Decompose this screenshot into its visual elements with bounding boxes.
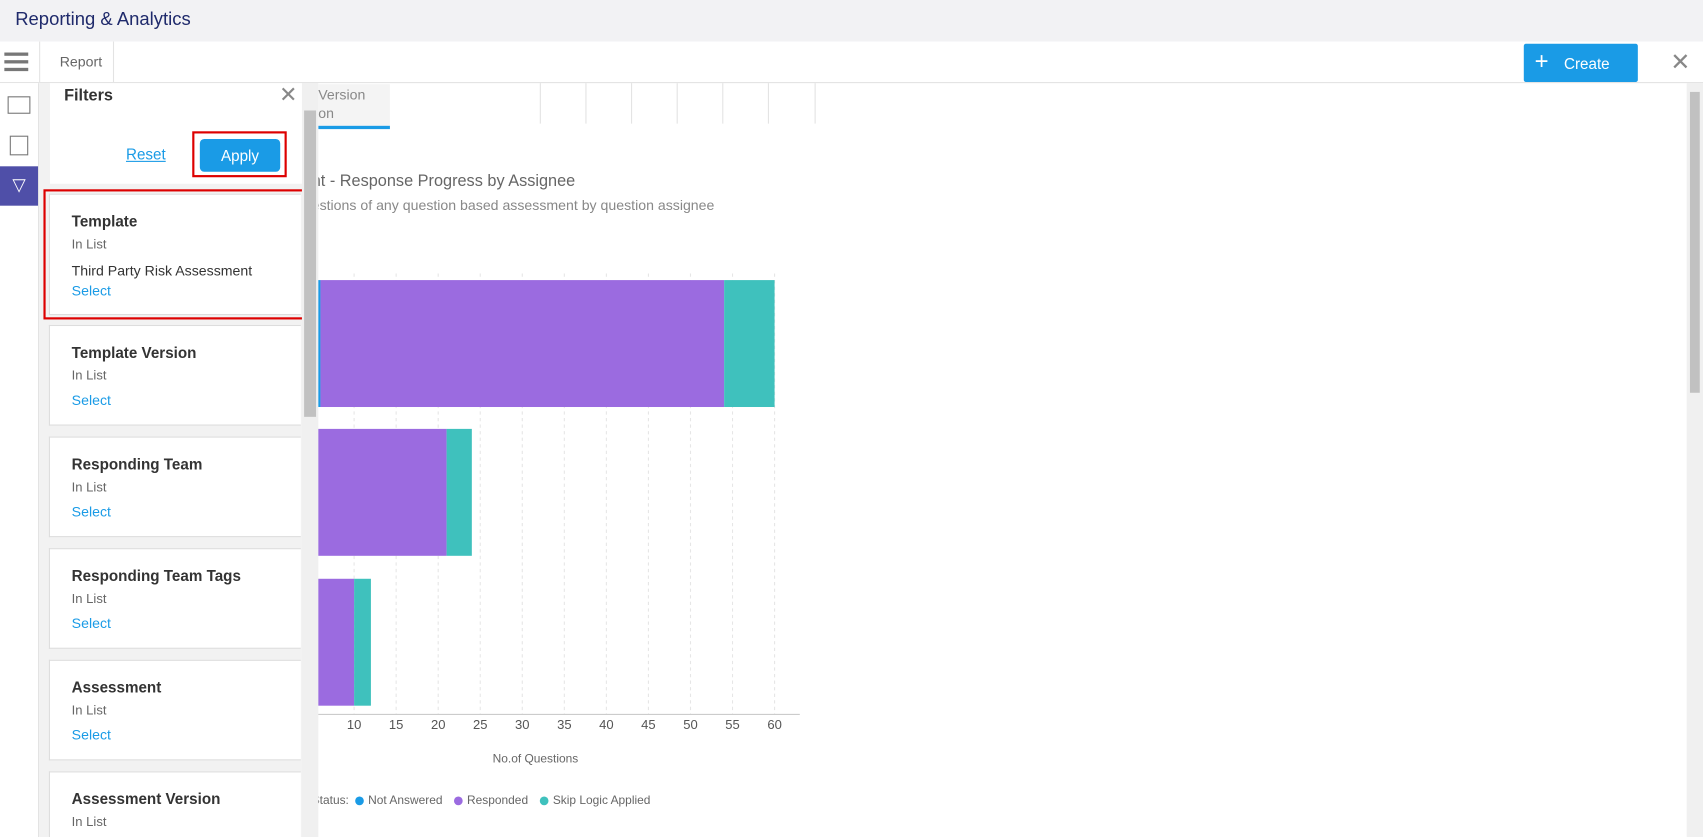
x-tick-label: 10: [347, 717, 361, 732]
side-rail: ▽: [0, 83, 40, 837]
filter-card: Responding Team In List Select: [48, 436, 301, 538]
filter-operator: In List: [71, 702, 107, 718]
filter-panel: Filters ✕ Reset Apply Template In List Thi…: [39, 83, 319, 837]
filter-operator: In List: [71, 367, 107, 383]
create-button[interactable]: + Create: [1523, 43, 1638, 83]
report-title: nt - Response Progress by Assignee: [311, 171, 576, 191]
x-tick-label: 35: [557, 717, 571, 732]
filter-name: Responding Team Tags: [71, 566, 241, 585]
filter-select[interactable]: Select: [71, 614, 111, 632]
plus-icon: +: [1534, 47, 1549, 75]
divider: [39, 41, 41, 83]
folder-icon[interactable]: [7, 96, 31, 114]
scrollbar[interactable]: [301, 83, 319, 837]
filter-select[interactable]: Select: [71, 726, 111, 743]
x-tick-label: 25: [473, 717, 487, 732]
legend-swatch: [453, 796, 463, 806]
x-tick-label: 20: [431, 717, 445, 732]
create-label: Create: [1563, 54, 1610, 73]
header-title: Reporting & Analytics: [15, 8, 191, 30]
x-tick-label: 40: [599, 717, 613, 732]
filter-operator: In List: [71, 236, 107, 252]
x-tick-label: 30: [515, 717, 529, 732]
x-tick-label: 50: [683, 717, 697, 732]
bar-segment: [354, 578, 371, 706]
report-subtitle: estions of any question based assessment…: [311, 196, 715, 214]
filter-select[interactable]: Select: [71, 503, 111, 520]
toolbar: Report + Create ✕: [0, 41, 1703, 124]
bar-segment: [724, 280, 775, 408]
export-button[interactable]: [539, 83, 587, 124]
divider: [112, 41, 115, 83]
favorite-button[interactable]: [676, 83, 724, 124]
filter-operator: In List: [71, 590, 107, 607]
filter-operator: In List: [71, 479, 107, 495]
scroll-thumb[interactable]: [304, 110, 317, 417]
x-tick-label: 55: [725, 717, 739, 732]
filter-select[interactable]: Select: [71, 282, 111, 299]
panel-close[interactable]: ✕: [279, 83, 298, 108]
legend-label: Not Answered: [368, 793, 442, 807]
filter-card: Assessment In List Select: [48, 659, 301, 761]
guide-button[interactable]: [722, 83, 769, 124]
tab-text: Version: [318, 86, 366, 103]
highlight: [43, 189, 313, 320]
apply-button[interactable]: Apply: [199, 138, 281, 172]
filter-card: Template Version In List Select: [48, 324, 301, 426]
filter-value: Third Party Risk Assessment: [71, 262, 253, 279]
close-icon[interactable]: ✕: [1670, 48, 1691, 76]
filter-name: Assessment: [71, 678, 162, 696]
highlight: [192, 131, 287, 178]
x-tick-label: 45: [641, 717, 655, 732]
x-axis-label: No.of Questions: [493, 751, 579, 765]
filter-operator: In List: [71, 814, 107, 830]
filter-card: Responding Team Tags In List Select: [48, 548, 301, 649]
legend-title: Status:: [312, 793, 349, 807]
x-tick-label: 60: [767, 717, 781, 732]
share-button[interactable]: [585, 83, 632, 124]
panel-title: Filters: [64, 86, 113, 106]
info-button[interactable]: [767, 83, 816, 124]
header: Reporting & Analytics: [0, 0, 1703, 42]
scroll-thumb[interactable]: [1689, 91, 1700, 393]
filter-name: Template Version: [71, 343, 197, 362]
bar-segment: [320, 280, 725, 408]
legend-label: Skip Logic Applied: [553, 793, 651, 807]
legend-label: Responded: [467, 793, 528, 807]
x-tick-label: 15: [389, 717, 403, 732]
reset-link[interactable]: Reset: [125, 145, 166, 164]
legend-swatch: [355, 796, 364, 806]
book-icon[interactable]: [9, 135, 29, 156]
filter-name: Assessment Version: [71, 789, 221, 808]
filter-name: Responding Team: [71, 455, 203, 473]
filter-name: Template: [71, 212, 138, 230]
filter-icon[interactable]: ▽: [0, 166, 39, 206]
tab-text: on: [318, 105, 334, 122]
filter-card: Template In List Third Party Risk Assessme…: [48, 193, 301, 316]
rss-button[interactable]: [631, 83, 678, 124]
tab[interactable]: Version on: [318, 84, 390, 130]
bar-segment: [446, 428, 472, 556]
toolbar-label: Report: [59, 53, 103, 71]
page-scrollbar[interactable]: [1686, 83, 1703, 837]
filter-select[interactable]: Select: [71, 391, 111, 409]
menu-icon[interactable]: [4, 52, 29, 56]
legend-swatch: [539, 796, 549, 806]
